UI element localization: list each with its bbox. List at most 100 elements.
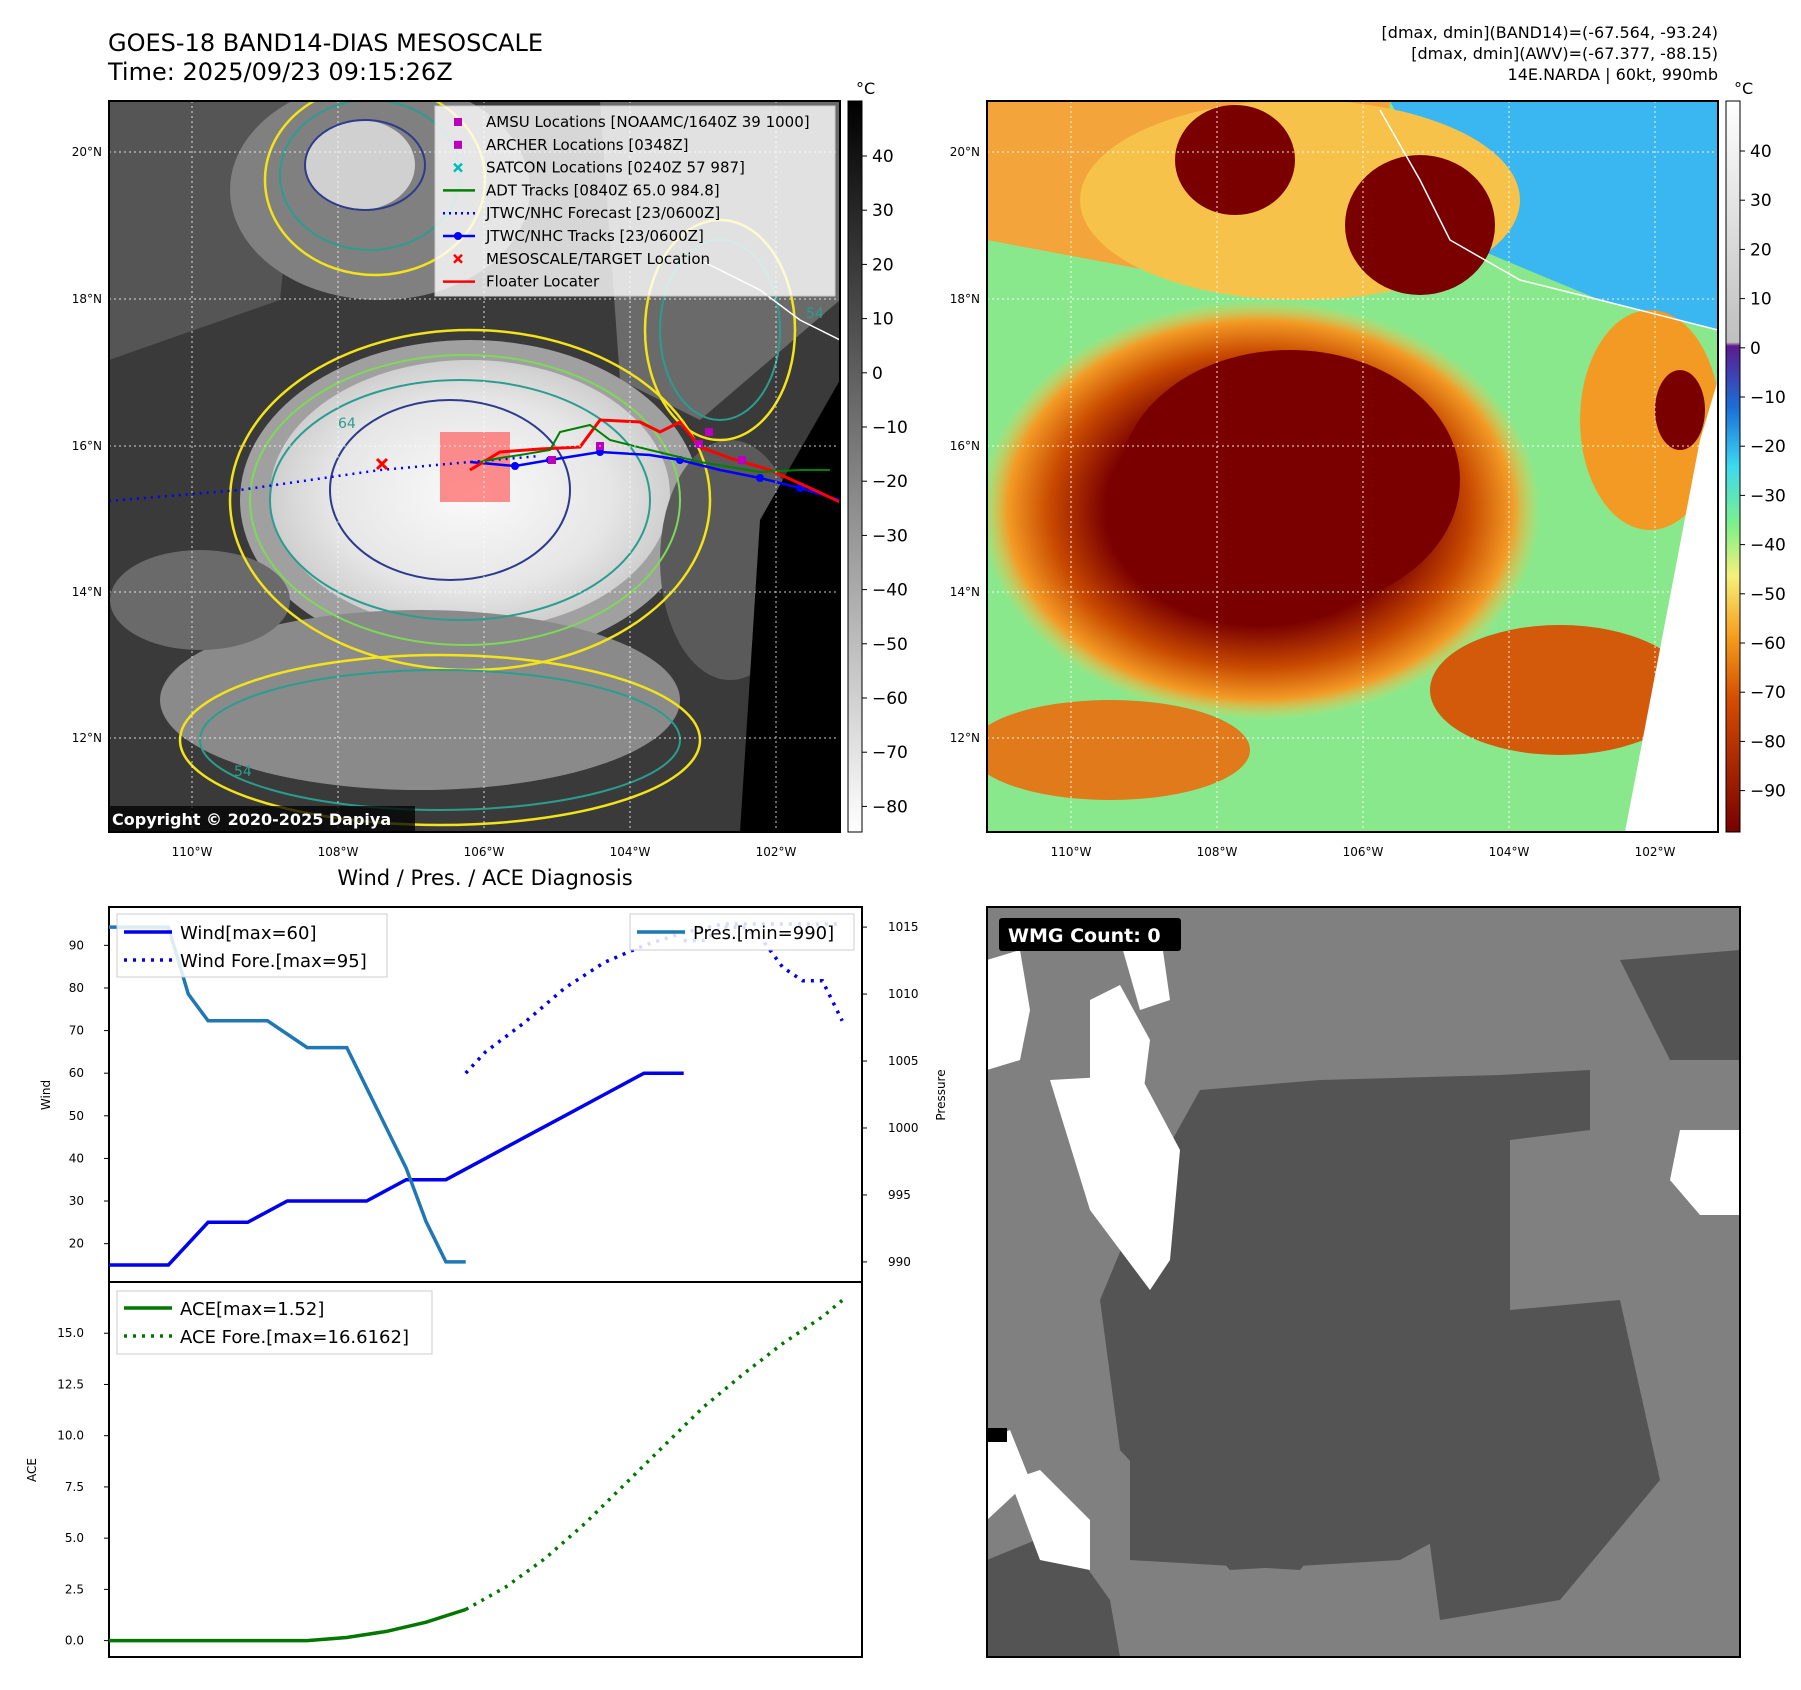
contour-label-54-a: 54 [234,764,252,780]
y-tick-label: 15.0 [57,1326,84,1340]
awv-lon-tick-106w: 106°W [1343,845,1384,859]
colorbar-tick-label: −70 [1750,683,1786,703]
colorbar-tick-label: −60 [1750,634,1786,654]
awv-colorbar-unit: °C [1734,79,1753,98]
y-tick-label: 2.5 [65,1582,84,1596]
jtwc-best-track [469,450,840,502]
colorbar-tick-label: −40 [1750,536,1786,556]
legend-x-marker [453,162,463,173]
colorbar-tick-label: −40 [872,581,908,601]
ir-legend-row: JTWC/NHC Forecast [23/0600Z] [443,204,720,222]
awv-lon-tick-108w: 108°W [1197,845,1238,859]
y-tick-label: 90 [69,938,84,952]
ir-legend-label: Floater Locater [486,273,600,291]
y-tick-label: 12.5 [57,1377,84,1391]
awv-lon-tick-102w: 102°W [1635,845,1676,859]
legend-square-marker [454,118,462,126]
floater-locater-track [469,418,840,504]
colorbar-tick-label: 10 [872,310,894,330]
y2-tick-label: 990 [888,1255,911,1269]
ace-forecast-legend-label: ACE Fore.[max=16.6162] [180,1327,409,1348]
colorbar-tick-label: −20 [1750,437,1786,457]
ir-lat-tick-14n: 14°N [72,585,102,599]
ir-legend-label: ARCHER Locations [0348Z] [486,136,689,154]
y-tick-label: 50 [69,1109,84,1123]
ir-lon-tick-108w: 108°W [318,845,359,859]
colorbar-tick-label: −70 [872,743,908,763]
awv-colorbar: °C 40 30 20 10 0 −10 −20 −30 −40 −50 −60 −70 −80 −90 [1725,79,1786,833]
colorbar-tick-label: −10 [1750,388,1786,408]
colorbar-tick-label: 20 [872,255,894,275]
awv-lat-tick-18n: 18°N [950,292,980,306]
colorbar-tick-label: 20 [1750,240,1772,260]
y2-tick-label: 1010 [888,987,919,1001]
wind-legend: Wind[max=60] Wind Fore.[max=95] [116,913,388,978]
contour-label-64: 64 [338,416,356,432]
colorbar-tick-label: −80 [872,797,908,817]
colorbar-tick-label: 10 [1750,290,1772,310]
ir-lon-tick-104w: 104°W [610,845,651,859]
ir-legend-label: MESOSCALE/TARGET Location [486,250,710,268]
colorbar-tick-label: −30 [1750,486,1786,506]
ir-lat-tick-18n: 18°N [72,292,102,306]
ir-lat-tick-20n: 20°N [72,145,102,159]
wmg-count-label: WMG Count: 0 [1008,925,1161,947]
ir-legend-row: SATCON Locations [0240Z 57 987] [453,159,745,177]
y2-tick-label: 995 [888,1188,911,1202]
ace-legend-label: ACE[max=1.52] [180,1299,324,1320]
ace-axis-label: ACE [25,1458,39,1482]
ir-legend-row: AMSU Locations [NOAAMC/1640Z 39 1000] [454,113,810,131]
figure-title-line2: Time: 2025/09/23 09:15:26Z [107,58,453,86]
ir-legend-label: JTWC/NHC Tracks [23/0600Z] [485,227,704,245]
pressure-legend-label: Pres.[min=990] [693,923,834,944]
awv-lat-tick-16n: 16°N [950,439,980,453]
series-line-0 [109,1071,684,1267]
awv-lat-tick-20n: 20°N [950,145,980,159]
colorbar-tick-label: 30 [1750,191,1772,211]
colorbar-tick-label: 0 [1750,339,1761,359]
diagnosis-title: Wind / Pres. / ACE Diagnosis [337,866,632,890]
mesoscale-target-marker [375,457,389,471]
y-tick-label: 40 [69,1151,84,1165]
wind-forecast-legend-label: Wind Fore.[max=95] [180,951,367,972]
y-tick-label: 0.0 [65,1634,84,1648]
y-tick-label: 30 [69,1194,84,1208]
ir-legend-label: AMSU Locations [NOAAMC/1640Z 39 1000] [486,113,810,131]
colorbar-tick-label: −80 [1750,732,1786,752]
wind-legend-label: Wind[max=60] [180,923,317,944]
y-tick-label: 80 [69,981,84,995]
ir-map-panel: 64 54 54 [72,79,908,859]
awv-lon-tick-110w: 110°W [1051,845,1092,859]
contour-label-54-b: 54 [806,306,824,322]
legend-square-marker [454,140,462,149]
ir-legend-row: ADT Tracks [0840Z 65.0 984.8] [443,181,720,199]
ir-lat-tick-12n: 12°N [72,731,102,745]
y-tick-label: 70 [69,1024,84,1038]
colorbar-tick-label: −30 [872,526,908,546]
ir-colorbar-unit: °C [856,79,875,98]
colorbar-tick-label: 30 [872,201,894,221]
ace-legend: ACE[max=1.52] ACE Fore.[max=16.6162] [116,1290,433,1355]
copyright-text: Copyright © 2020-2025 Dapiya [112,810,391,829]
stats-line1: [dmax, dmin](BAND14)=(-67.564, -93.24) [1382,23,1718,42]
ir-legend-row: JTWC/NHC Tracks [23/0600Z] [443,227,704,245]
wmg-panel: WMG Count: 0 [986,906,1741,1658]
ir-legend-row: Floater Locater [443,273,600,291]
colorbar-tick-label: −50 [872,635,908,655]
pressure-legend: Pres.[min=990] [629,913,855,951]
wind-pressure-chart: Wind Pressure 20 30 40 50 60 70 80 90 990 995 1000… [39,906,948,1283]
ir-lon-tick-106w: 106°W [464,845,505,859]
figure-title-line1: GOES-18 BAND14-DIAS MESOSCALE [108,29,543,57]
ir-colorbar: °C 40 30 20 10 0 −10 −20 −30 −40 −50 −60 −70 −80 [847,79,908,833]
pressure-axis-label: Pressure [934,1069,948,1120]
ace-chart: ACE 0.0 2.5 5.0 7.5 10.0 12.5 15.0 ACE[max=1.5… [25,1281,863,1658]
y-tick-label: 10.0 [57,1429,84,1443]
wind-axis-label: Wind [39,1080,53,1110]
colorbar-tick-label: 0 [872,364,883,384]
ir-map-legend: AMSU Locations [NOAAMC/1640Z 39 1000] ARC… [434,105,836,297]
ir-lat-tick-16n: 16°N [72,439,102,453]
awv-lat-tick-14n: 14°N [950,585,980,599]
ir-lon-tick-102w: 102°W [756,845,797,859]
y-tick-label: 7.5 [65,1480,84,1494]
adt-track [479,423,830,474]
